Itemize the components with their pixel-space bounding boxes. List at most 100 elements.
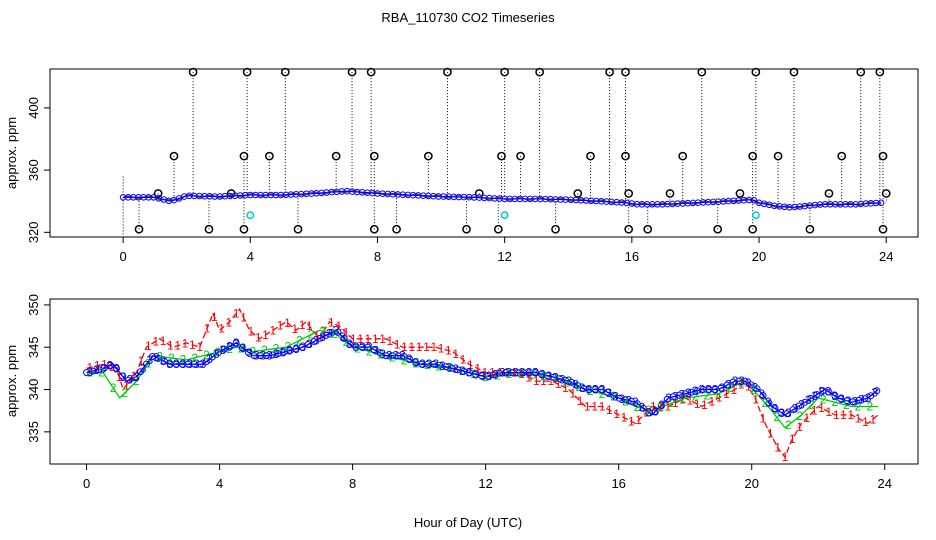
top-x-tick-label: 20 (752, 249, 766, 264)
series-3-glyph: 3 (639, 400, 646, 414)
series-3-glyph: 3 (299, 340, 306, 354)
series-3-glyph: 3 (778, 406, 785, 420)
series-2-glyph: 2 (471, 367, 478, 381)
spike-point (366, 67, 376, 77)
series-1-glyph: 1 (533, 374, 540, 388)
bottom-x-tick-label: 4 (216, 476, 223, 491)
spike-point (500, 67, 510, 77)
series-3-glyph: 3 (832, 389, 839, 403)
series-1-glyph: 1 (87, 361, 94, 375)
series-3-marker (101, 364, 108, 372)
series-3-marker (232, 339, 240, 347)
series-1-glyph: 1 (101, 358, 108, 372)
series-1-glyph: 1 (394, 338, 401, 352)
series-3-glyph: 3 (672, 389, 679, 403)
series-1-glyph: 1 (211, 310, 218, 324)
series-1-glyph: 1 (116, 370, 123, 384)
spike-point (878, 151, 888, 161)
bottom-x-tick-label: 20 (744, 476, 758, 491)
series-1-glyph: 1 (372, 332, 379, 346)
series-1-glyph: 1 (313, 328, 320, 342)
series-3-marker (603, 388, 611, 396)
series-1-glyph: 1 (745, 380, 752, 394)
series-1-glyph: 1 (752, 393, 759, 407)
series-1-glyph: 1 (284, 316, 291, 330)
series-1-glyph: 1 (672, 396, 679, 410)
spike-point (789, 67, 799, 77)
series-1-glyph: 1 (152, 334, 159, 348)
series-2-glyph: 2 (354, 342, 361, 356)
series-3-glyph: 3 (659, 398, 666, 412)
series-3-glyph: 3 (432, 357, 439, 371)
series-1-glyph: 1 (226, 315, 233, 329)
series-3-glyph: 3 (180, 357, 187, 371)
series-3-glyph: 3 (858, 393, 865, 407)
top-baseline-marker (384, 190, 392, 198)
top-baseline-marker (648, 201, 656, 208)
top-baseline-marker (247, 191, 254, 199)
series-1-glyph: 1 (840, 408, 847, 422)
top-x-tick-label: 12 (497, 249, 511, 264)
series-3-marker (310, 338, 318, 345)
series-3-glyph: 3 (107, 359, 114, 373)
series-1-glyph: 1 (526, 371, 533, 385)
spike-point (153, 189, 163, 198)
series-2-glyph: 2 (797, 409, 804, 423)
top-baseline-marker (582, 197, 590, 204)
top-baseline-marker (547, 195, 554, 203)
series-3-marker (597, 386, 605, 393)
series-3-marker (202, 358, 210, 366)
spike-point (805, 224, 815, 234)
series-1-glyph: 1 (291, 322, 298, 336)
top-baseline-marker (781, 203, 788, 211)
top-baseline-marker (272, 191, 280, 199)
top-x-tick-label: 8 (374, 249, 381, 264)
series-3-glyph: 3 (632, 395, 639, 409)
spike-point (748, 224, 758, 234)
spike-point (280, 67, 290, 77)
series-3-glyph: 3 (752, 380, 759, 394)
series-3-marker (837, 395, 845, 403)
top-baseline-marker (623, 199, 631, 207)
series-2-glyph: 2 (494, 368, 501, 382)
top-baseline-marker (842, 201, 849, 208)
series-1-glyph: 1 (591, 400, 598, 414)
series-2-glyph: 2 (657, 401, 664, 415)
series-2-glyph: 2 (680, 392, 687, 406)
spike-point (516, 151, 525, 161)
series-3-glyph: 3 (366, 340, 373, 354)
series-3-glyph: 3 (559, 372, 566, 386)
series-3-marker (125, 376, 132, 384)
series-1-glyph: 1 (452, 347, 459, 361)
series-3-glyph: 3 (499, 366, 506, 380)
series-1-glyph: 1 (694, 397, 701, 411)
spike-point (134, 224, 144, 234)
series-1-glyph: 1 (299, 318, 306, 332)
spike-point (169, 151, 179, 161)
series-3-marker (376, 349, 384, 357)
series-1-glyph: 1 (182, 336, 189, 350)
series-3-glyph: 3 (186, 357, 193, 371)
series-3-glyph: 3 (259, 349, 266, 363)
series-1-glyph: 1 (123, 378, 130, 392)
series-1-glyph: 1 (621, 411, 628, 425)
series-3-marker (873, 387, 881, 395)
series-3-glyph: 3 (552, 371, 559, 385)
spike-point (624, 224, 634, 234)
spike-point (392, 224, 401, 234)
top-y-tick-label: 360 (26, 159, 41, 181)
series-3-glyph: 3 (419, 357, 426, 371)
series-3-marker (400, 352, 408, 360)
spike-point (824, 189, 834, 198)
series-1-glyph: 1 (321, 324, 328, 338)
spike-point (493, 224, 503, 234)
series-3-marker (298, 343, 306, 351)
series-3-glyph: 3 (805, 393, 812, 407)
series-3-glyph: 3 (698, 383, 705, 397)
series-2-glyph: 2 (645, 403, 652, 417)
series-1-glyph: 1 (789, 432, 796, 446)
spike-point (643, 224, 653, 234)
series-1-glyph: 1 (665, 400, 672, 414)
series-3-glyph: 3 (193, 357, 200, 371)
